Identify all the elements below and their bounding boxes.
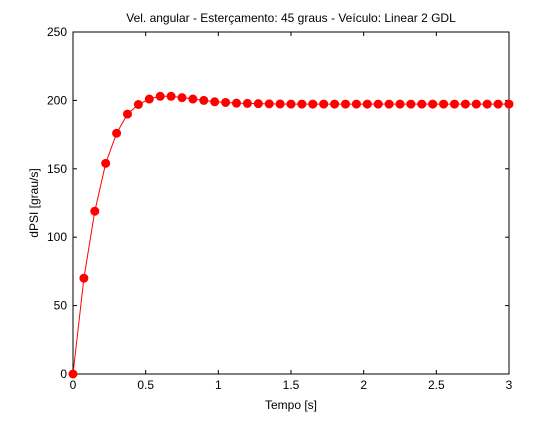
data-point bbox=[308, 99, 318, 109]
data-point bbox=[68, 369, 78, 379]
data-point bbox=[155, 91, 165, 101]
data-point bbox=[482, 99, 492, 109]
chart-title: Vel. angular - Esterçamento: 45 graus - … bbox=[126, 11, 456, 25]
data-point bbox=[439, 99, 449, 109]
x-tick-label: 1.5 bbox=[283, 378, 300, 392]
data-point bbox=[330, 99, 340, 109]
data-point bbox=[395, 99, 405, 109]
data-point bbox=[210, 97, 220, 107]
data-point bbox=[133, 100, 143, 110]
data-point bbox=[101, 158, 111, 168]
data-point bbox=[362, 99, 372, 109]
y-tick-label: 50 bbox=[54, 299, 68, 313]
data-point bbox=[471, 99, 481, 109]
data-point bbox=[319, 99, 329, 109]
data-point bbox=[341, 99, 350, 109]
x-axis-label: Tempo [s] bbox=[265, 398, 317, 412]
data-point bbox=[123, 109, 132, 119]
data-point bbox=[428, 99, 438, 109]
data-point bbox=[373, 99, 383, 109]
data-series bbox=[68, 91, 514, 379]
data-point bbox=[264, 99, 274, 109]
x-tick-label: 3 bbox=[506, 378, 513, 392]
data-point bbox=[275, 99, 285, 109]
y-tick-label: 150 bbox=[47, 162, 67, 176]
y-tick-label: 100 bbox=[47, 230, 67, 244]
x-tick-label: 2 bbox=[360, 378, 367, 392]
data-point bbox=[166, 91, 176, 101]
data-point bbox=[188, 94, 198, 104]
data-point bbox=[253, 99, 263, 109]
data-point bbox=[351, 99, 361, 109]
data-point bbox=[417, 99, 427, 109]
data-point bbox=[286, 99, 296, 109]
data-point bbox=[112, 128, 122, 138]
data-point bbox=[493, 99, 503, 109]
data-point bbox=[384, 99, 394, 109]
data-point bbox=[177, 93, 187, 103]
data-point bbox=[199, 95, 209, 105]
data-point bbox=[450, 99, 459, 109]
y-tick-label: 0 bbox=[60, 367, 67, 381]
axis-ticks: 0 0.5 1 1.5 2 2.5 3 0 50 100 150 200 250 bbox=[47, 25, 513, 392]
x-tick-label: 0.5 bbox=[137, 378, 154, 392]
plot-area bbox=[72, 31, 510, 375]
x-tick-label: 2.5 bbox=[428, 378, 445, 392]
x-tick-label: 0 bbox=[70, 378, 77, 392]
y-axis-label: dPSI [grau/s] bbox=[27, 168, 41, 237]
data-point bbox=[242, 98, 252, 108]
y-tick-label: 200 bbox=[47, 93, 67, 107]
data-point bbox=[406, 99, 416, 109]
data-point bbox=[144, 94, 154, 104]
y-tick-label: 250 bbox=[47, 25, 67, 39]
data-point bbox=[232, 98, 241, 108]
x-tick-label: 1 bbox=[215, 378, 222, 392]
data-point bbox=[297, 99, 307, 109]
data-point bbox=[504, 99, 514, 109]
data-point bbox=[90, 206, 100, 216]
data-point bbox=[221, 97, 231, 107]
data-point bbox=[460, 99, 470, 109]
data-point bbox=[79, 273, 89, 283]
